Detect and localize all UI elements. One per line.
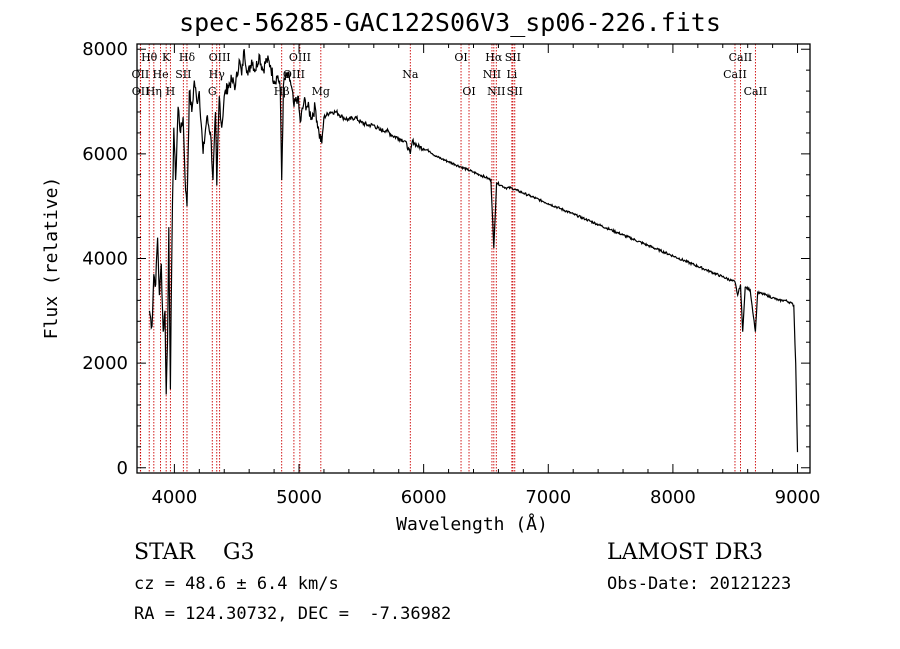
marker-label: Li <box>506 68 517 81</box>
ra-dec-coordinates: RA = 124.30732, DEC = -7.36982 <box>134 604 452 624</box>
x-tick-label: 6000 <box>401 487 447 508</box>
marker-label: K <box>162 51 171 64</box>
marker-label: OIII <box>289 51 311 64</box>
marker-label: Hβ <box>274 85 290 98</box>
marker-label: NII <box>487 85 505 98</box>
marker-label: Na <box>402 68 419 81</box>
marker-label: OII <box>132 68 150 81</box>
y-tick-label: 2000 <box>82 353 128 374</box>
spectrum-line <box>148 49 799 453</box>
marker-label: CaII <box>744 85 768 98</box>
x-tick-label: 9000 <box>775 487 821 508</box>
marker-label: G <box>208 85 217 98</box>
x-tick-label: 7000 <box>525 487 571 508</box>
x-tick-label: 4000 <box>151 487 197 508</box>
marker-label: SII <box>175 68 191 81</box>
marker-label: OIII <box>209 51 231 64</box>
marker-label: He <box>153 68 169 81</box>
marker-label: Hη <box>146 85 162 98</box>
y-axis-title: Flux (relative) <box>41 177 62 340</box>
marker-label: NII <box>483 68 501 81</box>
object-class: STAR G3 <box>134 540 255 565</box>
observation-date: Obs-Date: 20121223 <box>607 574 792 594</box>
marker-label: Hα <box>485 51 503 64</box>
marker-label: Mg <box>312 85 330 98</box>
marker-label: Hδ <box>179 51 196 64</box>
marker-label: Hγ <box>209 68 226 81</box>
marker-label: OI <box>454 51 467 64</box>
x-tick-label: 8000 <box>650 487 696 508</box>
x-axis-title: Wavelength (Å) <box>396 513 548 535</box>
y-tick-label: 8000 <box>82 39 128 60</box>
redshift-velocity: cz = 48.6 ± 6.4 km/s <box>134 574 339 594</box>
chart-title: spec-56285-GAC122S06V3_sp06-226.fits <box>179 8 721 37</box>
marker-label: H <box>166 85 176 98</box>
marker-lines-group <box>139 44 756 473</box>
marker-label: SII <box>507 85 523 98</box>
plot-frame <box>136 43 811 474</box>
marker-label: Hθ <box>141 51 158 64</box>
marker-label: SII <box>505 51 521 64</box>
y-tick-label: 0 <box>117 458 128 479</box>
ticks-group: 4000 5000 6000 7000 8000 9000 0 2000 4000 6000 800… <box>82 39 820 508</box>
marker-label: CaII <box>729 51 753 64</box>
marker-label: OI <box>462 85 475 98</box>
survey-name: LAMOST DR3 <box>607 540 763 565</box>
x-tick-label: 5000 <box>276 487 322 508</box>
y-tick-label: 6000 <box>82 144 128 165</box>
marker-label: CaII <box>723 68 747 81</box>
y-tick-label: 4000 <box>82 249 128 270</box>
